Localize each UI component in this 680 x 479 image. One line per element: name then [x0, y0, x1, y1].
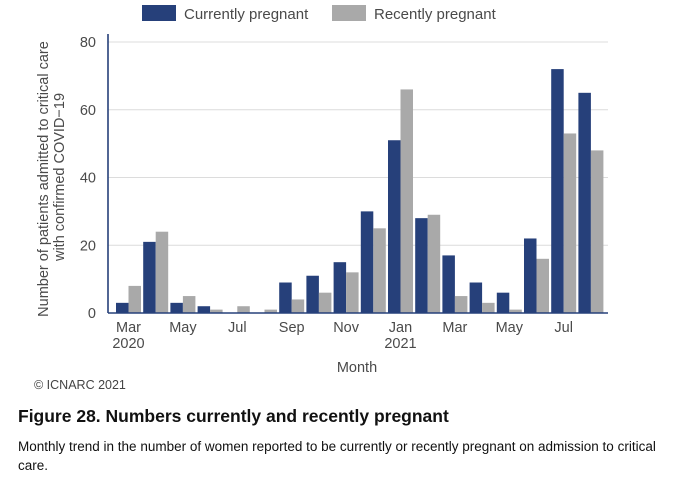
bar-recently-pregnant-jun-2020 [210, 309, 223, 313]
y-axis-title-line-2: with confirmed COVID−19 [52, 93, 68, 262]
y-axis-title-line-1: Number of patients admitted to critical … [36, 41, 52, 317]
bar-recently-pregnant-oct-2020 [318, 292, 332, 313]
x-tick-label: Mar [116, 320, 141, 336]
x-tick-label: Jul [554, 320, 573, 336]
bar-recently-pregnant-apr-2021 [482, 302, 495, 313]
x-tick-label: Sep [279, 320, 305, 336]
x-tick-label: Nov [333, 320, 360, 336]
bar-currently-pregnant-feb-2021 [415, 218, 428, 313]
bar-currently-pregnant-mar-2021 [442, 255, 455, 313]
bar-recently-pregnant-nov-2020 [346, 272, 359, 313]
x-tick-label: Jan [389, 320, 412, 336]
y-tick-label: 0 [88, 306, 96, 322]
x-axis-title: Month [337, 360, 377, 376]
bar-currently-pregnant-may-2020 [170, 302, 183, 313]
bar-currently-pregnant-mar-2020 [116, 302, 129, 313]
bar-currently-pregnant-jul-2021 [551, 69, 564, 313]
x-tick-label: May [496, 320, 524, 336]
legend-label: Currently pregnant [184, 6, 309, 23]
y-tick-label: 20 [80, 238, 96, 254]
bar-recently-pregnant-sep-2020 [291, 299, 305, 313]
legend-swatch-recently [332, 5, 366, 21]
bar-recently-pregnant-jan-2021 [400, 89, 413, 313]
bar-currently-pregnant-dec-2020 [360, 211, 374, 313]
x-tick-label-year: 2020 [112, 336, 144, 352]
bar-recently-pregnant-jul-2021 [563, 133, 577, 313]
bar-currently-pregnant-apr-2021 [469, 282, 483, 313]
bar-recently-pregnant-mar-2021 [454, 296, 468, 313]
bar-currently-pregnant-oct-2020 [306, 275, 319, 313]
bar-currently-pregnant-may-2021 [496, 292, 510, 313]
copyright-notice: © ICNARC 2021 [34, 378, 126, 392]
bars [116, 69, 604, 313]
bar-currently-pregnant-jun-2021 [524, 238, 537, 313]
bar-currently-pregnant-apr-2020 [143, 241, 156, 313]
bar-currently-pregnant-nov-2020 [333, 262, 347, 313]
bar-currently-pregnant-sep-2020 [279, 282, 292, 313]
figure-caption: Monthly trend in the number of women rep… [18, 439, 656, 473]
bar-recently-pregnant-apr-2020 [155, 231, 169, 313]
bar-recently-pregnant-dec-2020 [373, 228, 386, 313]
legend-label: Recently pregnant [374, 6, 497, 23]
y-tick-labels: 0 20 40 60 80 [80, 35, 96, 322]
bar-recently-pregnant-jul-2020 [237, 306, 250, 313]
bar-currently-pregnant-aug-2021 [578, 92, 591, 313]
bar-recently-pregnant-aug-2020 [264, 309, 277, 313]
bar-recently-pregnant-feb-2021 [427, 214, 441, 313]
bar-currently-pregnant-jan-2021 [388, 140, 401, 313]
bar-recently-pregnant-may-2021 [509, 309, 522, 313]
legend: Currently pregnant Recently pregnant [142, 5, 497, 23]
y-tick-label: 40 [80, 171, 96, 187]
bar-recently-pregnant-mar-2020 [128, 285, 141, 313]
bar-recently-pregnant-jun-2021 [536, 258, 549, 313]
bar-recently-pregnant-may-2020 [182, 296, 196, 313]
x-tick-label-year: 2021 [384, 336, 416, 352]
legend-swatch-currently [142, 5, 176, 21]
bar-recently-pregnant-aug-2021 [590, 150, 604, 313]
y-axis-title: Number of patients admitted to critical … [36, 37, 68, 317]
axes [107, 34, 608, 314]
figure-title: Figure 28. Numbers currently and recentl… [18, 406, 449, 426]
x-tick-label: May [169, 320, 197, 336]
y-tick-label: 80 [80, 35, 96, 51]
bar-currently-pregnant-jun-2020 [197, 306, 211, 313]
y-tick-label: 60 [80, 103, 96, 119]
x-tick-label: Jul [228, 320, 247, 336]
x-tick-label: Mar [442, 320, 467, 336]
